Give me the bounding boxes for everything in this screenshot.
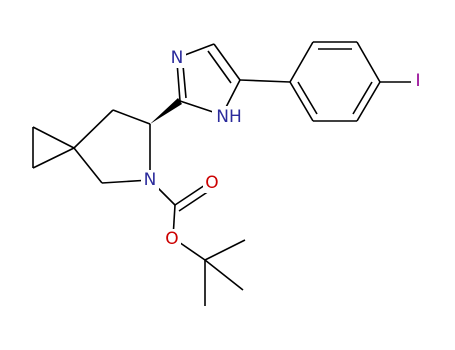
atom-labels: N NH N O O I <box>141 48 425 249</box>
atom-label: O <box>165 229 178 249</box>
atom-label: I <box>415 71 420 91</box>
wedge-bond <box>150 98 182 124</box>
atom-label: N <box>171 48 184 68</box>
atom-label: NH <box>216 107 242 127</box>
atom-label: N <box>144 170 157 190</box>
atom-label: O <box>205 173 218 193</box>
bonds <box>32 41 415 306</box>
